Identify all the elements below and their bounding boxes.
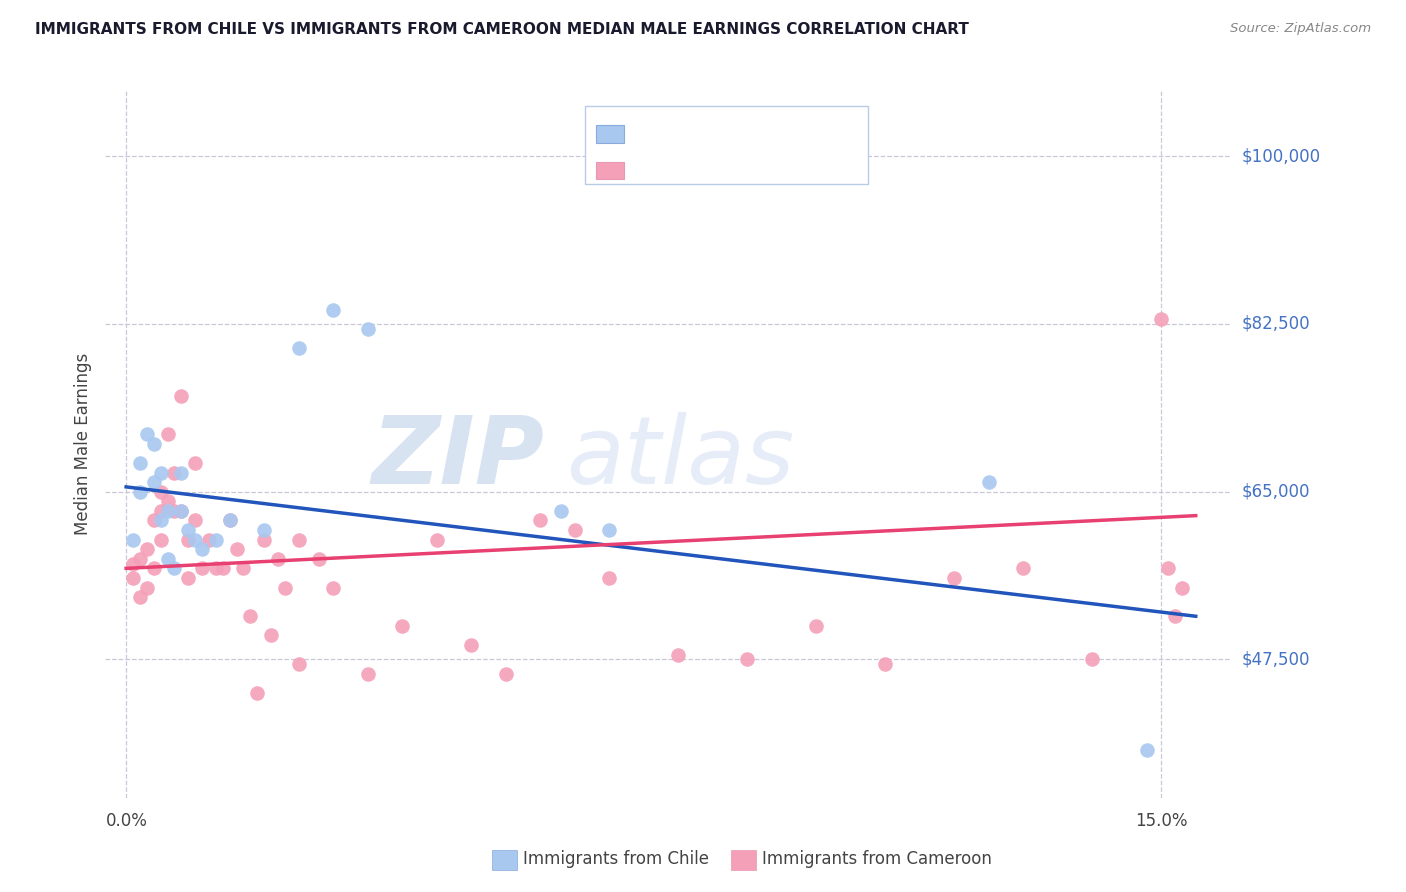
Point [1150,312,1173,326]
Point [122,533,145,547]
Point [135,581,157,595]
Point [170,504,193,518]
Text: 0.0%: 0.0% [105,812,148,830]
Point [191,542,214,557]
Text: $82,500: $82,500 [1241,315,1310,333]
Point [287,533,309,547]
Point [142,513,165,527]
Point [149,504,172,518]
Point [564,523,586,537]
Text: $47,500: $47,500 [1241,650,1310,668]
Point [239,609,262,624]
Point [225,542,247,557]
Point [177,571,200,585]
Point [198,533,221,547]
Point [598,523,620,537]
Point [122,571,145,585]
Point [170,389,193,403]
Point [177,523,200,537]
Point [156,494,179,508]
Point [260,628,283,642]
Point [218,513,240,527]
Text: Immigrants from Chile: Immigrants from Chile [523,850,709,868]
Text: atlas: atlas [567,412,794,503]
Point [135,542,157,557]
Point [287,341,309,355]
Point [253,533,276,547]
Point [1136,743,1159,757]
Point [357,666,380,681]
Point [142,561,165,575]
Point [391,619,413,633]
Point [149,484,172,499]
Point [322,302,344,317]
Y-axis label: Median Male Earnings: Median Male Earnings [73,352,91,535]
Point [170,466,193,480]
Point [156,427,179,442]
Point [211,561,233,575]
Point [267,551,290,566]
Point [308,551,330,566]
Text: R = 0.082   N = 57: R = 0.082 N = 57 [634,154,804,172]
Point [875,657,897,672]
Point [184,533,207,547]
Point [129,590,152,604]
Point [205,561,228,575]
Point [149,513,172,527]
Point [977,475,1000,489]
Point [943,571,966,585]
Point [129,456,152,470]
Point [184,513,207,527]
Text: R = -0.141   N = 26: R = -0.141 N = 26 [634,118,811,136]
Text: IMMIGRANTS FROM CHILE VS IMMIGRANTS FROM CAMEROON MEDIAN MALE EARNINGS CORRELATI: IMMIGRANTS FROM CHILE VS IMMIGRANTS FROM… [35,22,969,37]
Point [163,504,186,518]
Point [666,648,689,662]
Point [806,619,828,633]
Point [322,581,344,595]
Point [142,475,165,489]
Point [357,322,380,336]
Point [184,456,207,470]
Point [177,533,200,547]
Point [246,686,269,700]
Point [135,427,157,442]
Point [191,561,214,575]
Point [142,436,165,450]
Point [218,513,240,527]
Point [529,513,551,527]
Point [426,533,449,547]
Text: $65,000: $65,000 [1241,483,1310,500]
Text: Source: ZipAtlas.com: Source: ZipAtlas.com [1230,22,1371,36]
Point [1012,561,1035,575]
Text: $100,000: $100,000 [1241,147,1320,165]
Text: ZIP: ZIP [371,412,544,504]
Point [129,484,152,499]
Point [149,466,172,480]
Point [122,557,145,571]
Point [1081,652,1104,666]
Point [598,571,620,585]
Point [149,533,172,547]
Point [156,551,179,566]
Point [550,504,572,518]
Point [163,561,186,575]
Point [460,638,482,652]
Point [205,533,228,547]
Point [495,666,517,681]
Point [253,523,276,537]
Text: Immigrants from Cameroon: Immigrants from Cameroon [762,850,991,868]
Point [129,551,152,566]
Point [274,581,297,595]
Point [156,504,179,518]
Point [287,657,309,672]
Point [1164,609,1187,624]
Point [1157,561,1180,575]
Point [1171,581,1194,595]
Point [232,561,254,575]
Point [735,652,758,666]
Text: 15.0%: 15.0% [1135,812,1188,830]
Point [163,466,186,480]
Point [170,504,193,518]
